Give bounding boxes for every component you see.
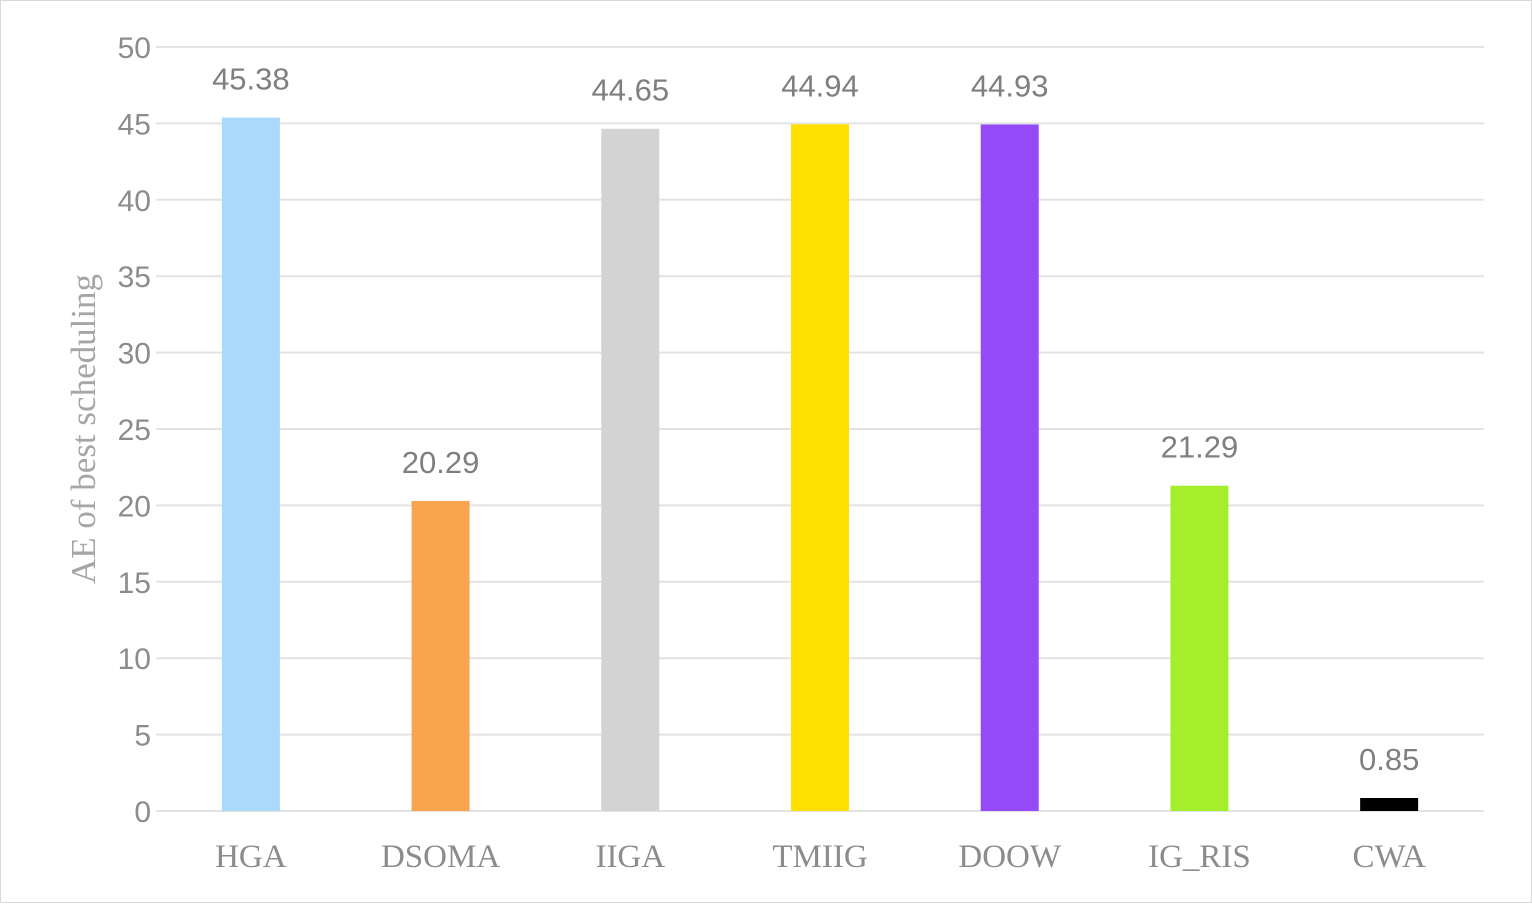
bar-hga <box>221 117 280 811</box>
bar-tmiig <box>791 124 849 812</box>
data-label: 20.29 <box>402 445 480 480</box>
data-label: 44.65 <box>591 73 669 108</box>
bar-ig-ris <box>1170 485 1229 811</box>
data-label: 45.38 <box>212 62 290 97</box>
y-tick-label: 0 <box>134 796 151 829</box>
x-tick-label: HGA <box>215 839 287 875</box>
y-tick-label: 50 <box>118 32 151 65</box>
data-labels: 45.38 20.29 44.65 44.94 44.93 21.29 0.85 <box>212 62 1419 777</box>
data-label: 44.94 <box>781 68 859 103</box>
y-tick-label: 15 <box>118 567 151 600</box>
x-tick-label: DSOMA <box>381 839 500 875</box>
data-label: 44.93 <box>971 68 1049 103</box>
x-tick-label: IIGA <box>595 839 665 875</box>
bar-doow <box>980 124 1039 811</box>
data-label: 21.29 <box>1161 430 1239 465</box>
y-axis-ticks: 0 5 10 15 20 25 30 35 40 45 50 <box>118 32 151 829</box>
y-tick-label: 25 <box>118 414 151 447</box>
bar-dsoma <box>411 500 470 811</box>
bar-iiga <box>601 128 660 812</box>
x-tick-label: CWA <box>1352 839 1426 875</box>
y-tick-label: 10 <box>118 643 151 676</box>
y-tick-label: 5 <box>134 720 151 753</box>
y-tick-label: 30 <box>118 338 151 371</box>
y-tick-label: 45 <box>118 108 151 141</box>
y-tick-label: 20 <box>118 490 151 523</box>
x-axis-ticks: HGA DSOMA IIGA TMIIG DOOW IG_RIS CWA <box>215 839 1426 875</box>
x-tick-label: DOOW <box>958 839 1061 875</box>
data-label: 0.85 <box>1359 742 1419 777</box>
y-axis-title: AE of best scheduling <box>64 274 103 584</box>
bars <box>221 117 1419 812</box>
bar-cwa <box>1360 798 1419 811</box>
x-tick-label: TMIIG <box>772 839 867 875</box>
y-tick-label: 40 <box>118 185 151 218</box>
x-tick-label: IG_RIS <box>1148 839 1251 875</box>
y-tick-label: 35 <box>118 261 151 294</box>
